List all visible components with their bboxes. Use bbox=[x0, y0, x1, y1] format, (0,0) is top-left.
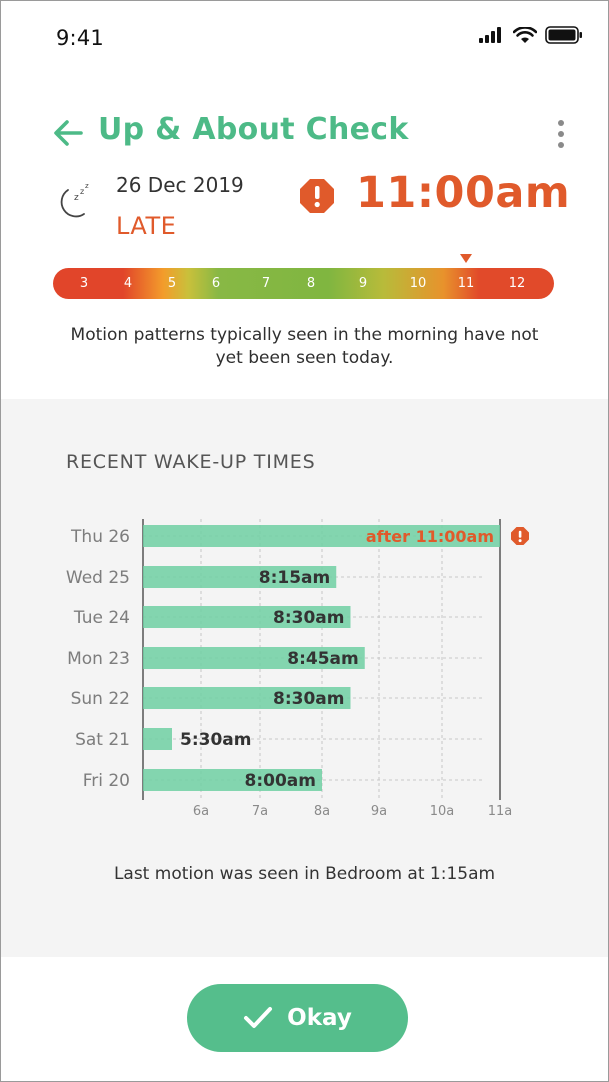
status-time: 9:41 bbox=[56, 26, 104, 50]
scale-tick-label: 7 bbox=[261, 276, 271, 291]
scale-marker-icon bbox=[460, 254, 472, 263]
bar-value-label: 5:30am bbox=[180, 730, 251, 750]
scale-tick-label: 3 bbox=[79, 276, 89, 291]
okay-button[interactable]: Okay bbox=[187, 984, 408, 1052]
bar bbox=[143, 525, 500, 547]
bar bbox=[143, 687, 351, 709]
bar-value-label: 8:00am bbox=[245, 771, 316, 791]
bar bbox=[143, 647, 365, 669]
svg-text:z: z bbox=[80, 187, 84, 196]
svg-text:z: z bbox=[85, 182, 89, 190]
category-label: Wed 25 bbox=[66, 568, 130, 588]
scale-tick-label: 4 bbox=[123, 276, 133, 291]
x-tick-label: 6a bbox=[193, 804, 209, 819]
alert-small-icon bbox=[511, 527, 529, 545]
category-label: Sat 21 bbox=[75, 730, 130, 750]
time-scale-bar bbox=[53, 268, 554, 299]
bar bbox=[143, 728, 172, 750]
scale-tick-label: 6 bbox=[211, 276, 221, 291]
category-label: Thu 26 bbox=[70, 527, 130, 547]
x-tick-label: 7a bbox=[252, 804, 268, 819]
bar bbox=[143, 769, 322, 791]
category-label: Sun 22 bbox=[71, 689, 130, 709]
bar-value-label: 8:15am bbox=[259, 568, 330, 588]
bar-value-label: 8:45am bbox=[287, 649, 358, 669]
scale-tick-label: 10 bbox=[409, 276, 427, 291]
wake-up-time: 11:00am bbox=[356, 168, 571, 218]
x-tick-label: 10a bbox=[430, 804, 455, 819]
page-title: Up & About Check bbox=[98, 112, 409, 147]
sleep-moon-icon: z z z bbox=[60, 182, 89, 218]
bar bbox=[143, 566, 337, 588]
scale-tick-label: 8 bbox=[306, 276, 316, 291]
status-label: LATE bbox=[116, 212, 177, 240]
scale-tick-label: 5 bbox=[167, 276, 177, 291]
scale-tick-label: 9 bbox=[358, 276, 368, 291]
x-tick-label: 8a bbox=[314, 804, 330, 819]
checkmark-icon bbox=[244, 1007, 273, 1028]
category-label: Fri 20 bbox=[83, 771, 130, 791]
alert-icon bbox=[300, 179, 334, 213]
section-title: RECENT WAKE-UP TIMES bbox=[66, 451, 316, 473]
scale-tick-label: 11 bbox=[457, 276, 475, 291]
category-label: Tue 24 bbox=[73, 608, 130, 628]
back-arrow-icon[interactable] bbox=[52, 115, 84, 151]
more-options-icon[interactable] bbox=[550, 120, 572, 156]
category-label: Mon 23 bbox=[67, 649, 130, 669]
x-tick-label: 9a bbox=[371, 804, 387, 819]
x-tick-label: 11a bbox=[488, 804, 513, 819]
summary-date: 26 Dec 2019 bbox=[116, 173, 244, 197]
bar bbox=[143, 606, 351, 628]
signal-icon bbox=[479, 27, 501, 43]
battery-icon bbox=[545, 26, 582, 44]
recent-panel bbox=[1, 399, 608, 957]
motion-description: Motion patterns typically seen in the mo… bbox=[70, 325, 539, 368]
last-motion-text: Last motion was seen in Bedroom at 1:15a… bbox=[113, 864, 496, 884]
status-icons bbox=[479, 26, 583, 44]
scale-tick-label: 12 bbox=[508, 276, 526, 291]
bar-value-label: after 11:00am bbox=[366, 527, 494, 546]
wifi-icon bbox=[513, 26, 537, 43]
okay-button-label: Okay bbox=[287, 1005, 352, 1031]
bar-value-label: 8:30am bbox=[273, 689, 344, 709]
svg-text:z: z bbox=[74, 193, 79, 203]
bar-value-label: 8:30am bbox=[273, 608, 344, 628]
